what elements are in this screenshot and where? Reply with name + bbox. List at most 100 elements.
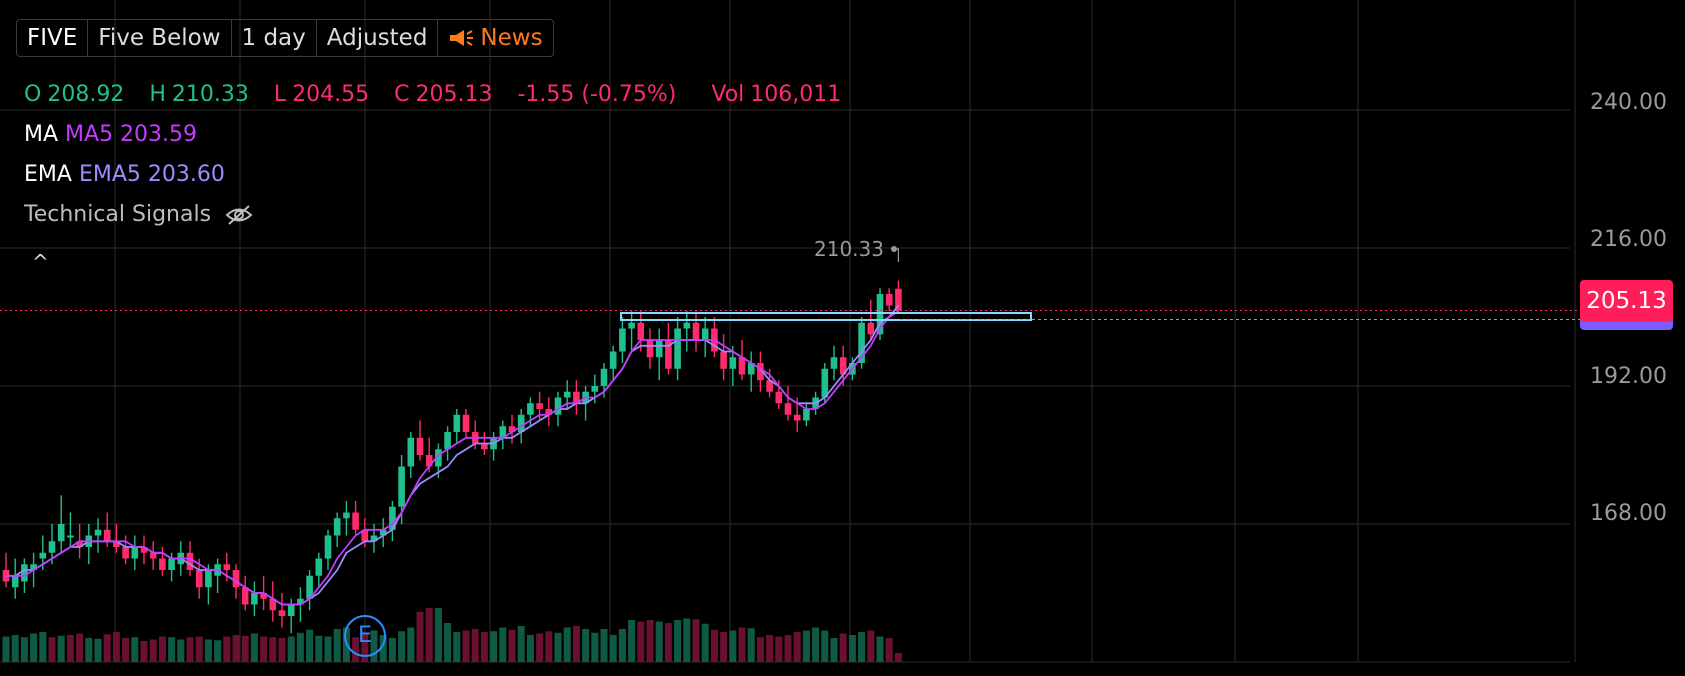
news-button[interactable]: News bbox=[438, 20, 552, 56]
technical-signals-legend[interactable]: Technical Signals bbox=[24, 202, 253, 227]
candle-body bbox=[757, 363, 764, 381]
ema5-line bbox=[6, 304, 900, 606]
candle-body bbox=[425, 455, 433, 467]
volume-bar bbox=[112, 632, 120, 662]
news-label: News bbox=[480, 25, 543, 51]
candle-body bbox=[895, 288, 902, 311]
symbol-ticker[interactable]: FIVE bbox=[17, 20, 89, 56]
candle-body bbox=[830, 357, 838, 369]
candle-body bbox=[407, 437, 415, 467]
volume-bar bbox=[407, 627, 415, 662]
adjustment-toggle[interactable]: Adjusted bbox=[317, 20, 439, 56]
volume-bar bbox=[839, 633, 847, 662]
candle-body bbox=[573, 391, 580, 404]
volume-bar bbox=[131, 637, 139, 662]
earnings-marker[interactable]: E bbox=[344, 615, 386, 657]
candle-body bbox=[563, 391, 571, 398]
volume-bar bbox=[591, 632, 599, 662]
candle-body bbox=[278, 610, 286, 616]
volume-bar bbox=[692, 619, 700, 662]
interval-selector[interactable]: 1 day bbox=[232, 20, 317, 56]
eye-off-icon[interactable] bbox=[225, 204, 253, 226]
volume-bar bbox=[453, 632, 461, 662]
volume-bar bbox=[830, 638, 838, 662]
candle-body bbox=[609, 351, 617, 369]
candle-body bbox=[370, 535, 378, 542]
candle-body bbox=[628, 322, 635, 329]
volume-bar bbox=[471, 629, 479, 662]
volume-bar bbox=[296, 632, 304, 662]
candle-body bbox=[517, 414, 525, 432]
volume-bar bbox=[701, 623, 709, 662]
low-label: L bbox=[273, 82, 287, 107]
volume-bar bbox=[30, 633, 38, 662]
candle-body bbox=[352, 512, 359, 530]
symbol-name[interactable]: Five Below bbox=[88, 20, 232, 56]
candle-body bbox=[223, 564, 231, 570]
ema-value: EMA5 203.60 bbox=[78, 162, 225, 187]
volume-bar bbox=[333, 629, 341, 662]
volume-bar bbox=[793, 632, 801, 662]
volume-bar bbox=[876, 636, 884, 662]
candle-body bbox=[701, 328, 709, 340]
candle-body bbox=[674, 328, 681, 369]
ma-label: MA bbox=[24, 122, 59, 147]
candle-body bbox=[30, 564, 37, 570]
volume-bar bbox=[563, 627, 571, 662]
chart-overlays bbox=[0, 246, 1580, 321]
volume-bar bbox=[499, 627, 507, 662]
candle-body bbox=[637, 322, 645, 340]
volume-bar bbox=[766, 635, 774, 662]
y-tick-label: 192.00 bbox=[1590, 364, 1667, 389]
candle-body bbox=[499, 426, 507, 438]
candle-body bbox=[315, 558, 323, 576]
volume-bar bbox=[526, 635, 534, 662]
volume-bar bbox=[775, 636, 783, 662]
volume-bar bbox=[186, 637, 194, 662]
volume-bar bbox=[204, 639, 212, 662]
candle-body bbox=[655, 340, 663, 358]
volume-bar bbox=[241, 635, 249, 662]
candle-body bbox=[462, 414, 470, 432]
candle-body bbox=[122, 547, 129, 559]
symbol-toolbar: FIVE Five Below 1 day Adjusted News bbox=[16, 19, 554, 57]
candle-body bbox=[416, 437, 424, 455]
volume-bar bbox=[39, 632, 47, 662]
volume-bar bbox=[784, 635, 792, 662]
candle-body bbox=[57, 524, 65, 542]
volume-bar bbox=[122, 638, 130, 662]
volume-bar bbox=[66, 635, 74, 662]
technical-signals-label: Technical Signals bbox=[24, 202, 212, 227]
resistance-zone bbox=[620, 312, 1032, 321]
candle-body bbox=[306, 575, 313, 599]
volume-bar bbox=[379, 635, 387, 662]
volume-bar bbox=[858, 632, 866, 662]
ema-label: EMA bbox=[24, 162, 72, 187]
candle-body bbox=[39, 552, 47, 559]
indicator-lines bbox=[6, 304, 900, 606]
volume-bar bbox=[168, 637, 176, 662]
candle-body bbox=[747, 363, 755, 375]
candle-body bbox=[876, 294, 884, 335]
volume-bar bbox=[885, 638, 893, 662]
volume-bar bbox=[214, 640, 222, 662]
candle-body bbox=[205, 570, 212, 588]
volume-bar bbox=[720, 632, 728, 662]
candle-body bbox=[232, 570, 240, 588]
candle-body bbox=[287, 604, 295, 616]
collapse-legend-chevron-up-icon[interactable]: ^ bbox=[32, 250, 49, 274]
volume-bar bbox=[637, 621, 645, 662]
ema-legend[interactable]: EMA EMA5 203.60 bbox=[24, 162, 225, 187]
ma-legend[interactable]: MA MA5 203.59 bbox=[24, 122, 197, 147]
candle-body bbox=[665, 340, 672, 369]
volume-bar bbox=[545, 631, 553, 662]
volume-bar bbox=[738, 627, 746, 662]
volume-bar bbox=[867, 630, 875, 662]
candle-body bbox=[149, 552, 157, 559]
change-value: -1.55 (-0.75%) bbox=[517, 82, 677, 107]
volume-bar bbox=[287, 636, 295, 662]
volume-bar bbox=[848, 635, 856, 662]
volume-bar bbox=[628, 620, 636, 662]
volume-bar bbox=[802, 630, 810, 662]
